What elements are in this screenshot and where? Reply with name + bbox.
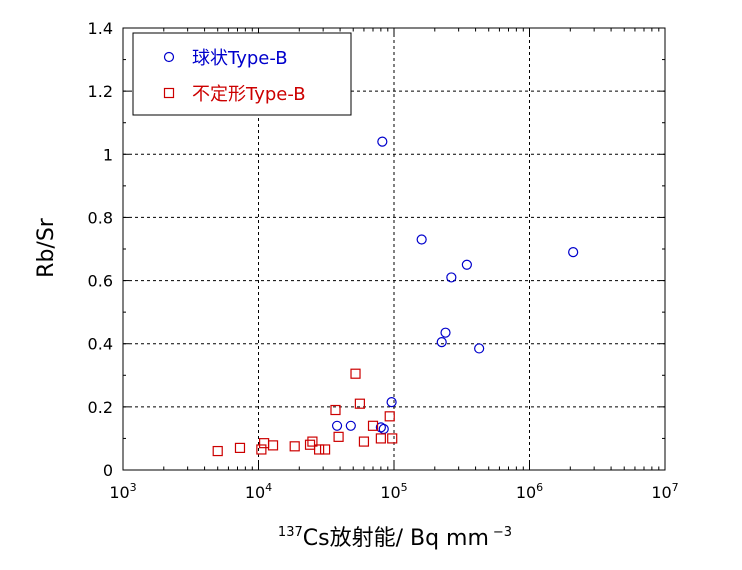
data-point-circle xyxy=(377,136,388,147)
y-tick-label: 0.8 xyxy=(88,208,113,227)
data-point-square xyxy=(358,436,370,447)
y-tick-label: 1.4 xyxy=(88,19,113,38)
data-point-circle xyxy=(416,234,427,245)
y-tick-label: 0.2 xyxy=(88,398,113,417)
data-point-square xyxy=(384,411,395,422)
data-point-circle xyxy=(568,247,579,258)
x-tick-label: 104 xyxy=(245,481,272,502)
x-tick-label: 105 xyxy=(380,481,407,502)
x-axis-label-exponent: −3 xyxy=(493,525,512,540)
legend-marker-square xyxy=(163,87,175,99)
x-tick-label: 107 xyxy=(651,481,678,502)
y-tick-label: 1.2 xyxy=(88,82,113,101)
tick-marks xyxy=(122,27,666,471)
y-tick-label: 0.6 xyxy=(88,272,113,291)
data-point-square xyxy=(375,433,386,444)
data-point-circle xyxy=(331,420,343,431)
legend-box xyxy=(132,32,352,116)
data-point-circle xyxy=(440,327,451,338)
data-point-square xyxy=(319,444,331,455)
data-point-square xyxy=(313,444,325,455)
data-point-circle xyxy=(436,337,447,348)
data-point-square xyxy=(307,436,318,447)
data-point-square xyxy=(354,398,365,409)
x-tick-label: 103 xyxy=(109,481,136,502)
x-axis-label: 137Cs放射能/ Bq mm −3 xyxy=(278,525,512,551)
data-point-square xyxy=(350,368,361,379)
data-point-circle xyxy=(386,397,397,408)
x-tick-label: 106 xyxy=(516,481,543,502)
data-point-circle xyxy=(461,259,472,270)
legend-marker-circle xyxy=(163,51,175,63)
y-tick-label: 1 xyxy=(103,145,113,164)
x-axis-label-isotope: 137 xyxy=(278,525,303,540)
data-point-square xyxy=(330,404,341,416)
data-point-circle xyxy=(474,343,485,354)
data-point-square xyxy=(267,440,279,451)
data-point-square xyxy=(333,431,344,442)
data-point-circle xyxy=(375,422,386,433)
y-tick-label: 0 xyxy=(103,461,113,480)
x-axis-label-text: Cs放射能/ Bq mm xyxy=(303,526,489,551)
data-point-circle xyxy=(345,420,356,431)
data-point-square xyxy=(304,439,316,450)
data-point-square xyxy=(234,442,246,453)
data-points xyxy=(212,136,579,457)
legend-label-series-1: 球状Type-B xyxy=(192,48,288,69)
data-point-square xyxy=(256,444,267,455)
data-point-square xyxy=(367,420,379,431)
data-point-square xyxy=(212,445,223,457)
legend-label-series-2: 不定形Type-B xyxy=(192,84,306,105)
data-point-circle xyxy=(378,423,389,435)
legend: 球状Type-B 不定形Type-B xyxy=(132,32,352,116)
y-axis-label: Rb/Sr xyxy=(34,217,59,278)
y-tick-label: 0.4 xyxy=(88,335,113,354)
data-point-square xyxy=(259,438,270,449)
tick-labels: 0 0.2 0.4 0.6 0.8 1 1.2 1.4 103 104 105 106 107 xyxy=(88,19,679,502)
data-point-square xyxy=(387,433,398,444)
data-point-square xyxy=(289,441,300,452)
data-point-circle xyxy=(446,272,457,283)
